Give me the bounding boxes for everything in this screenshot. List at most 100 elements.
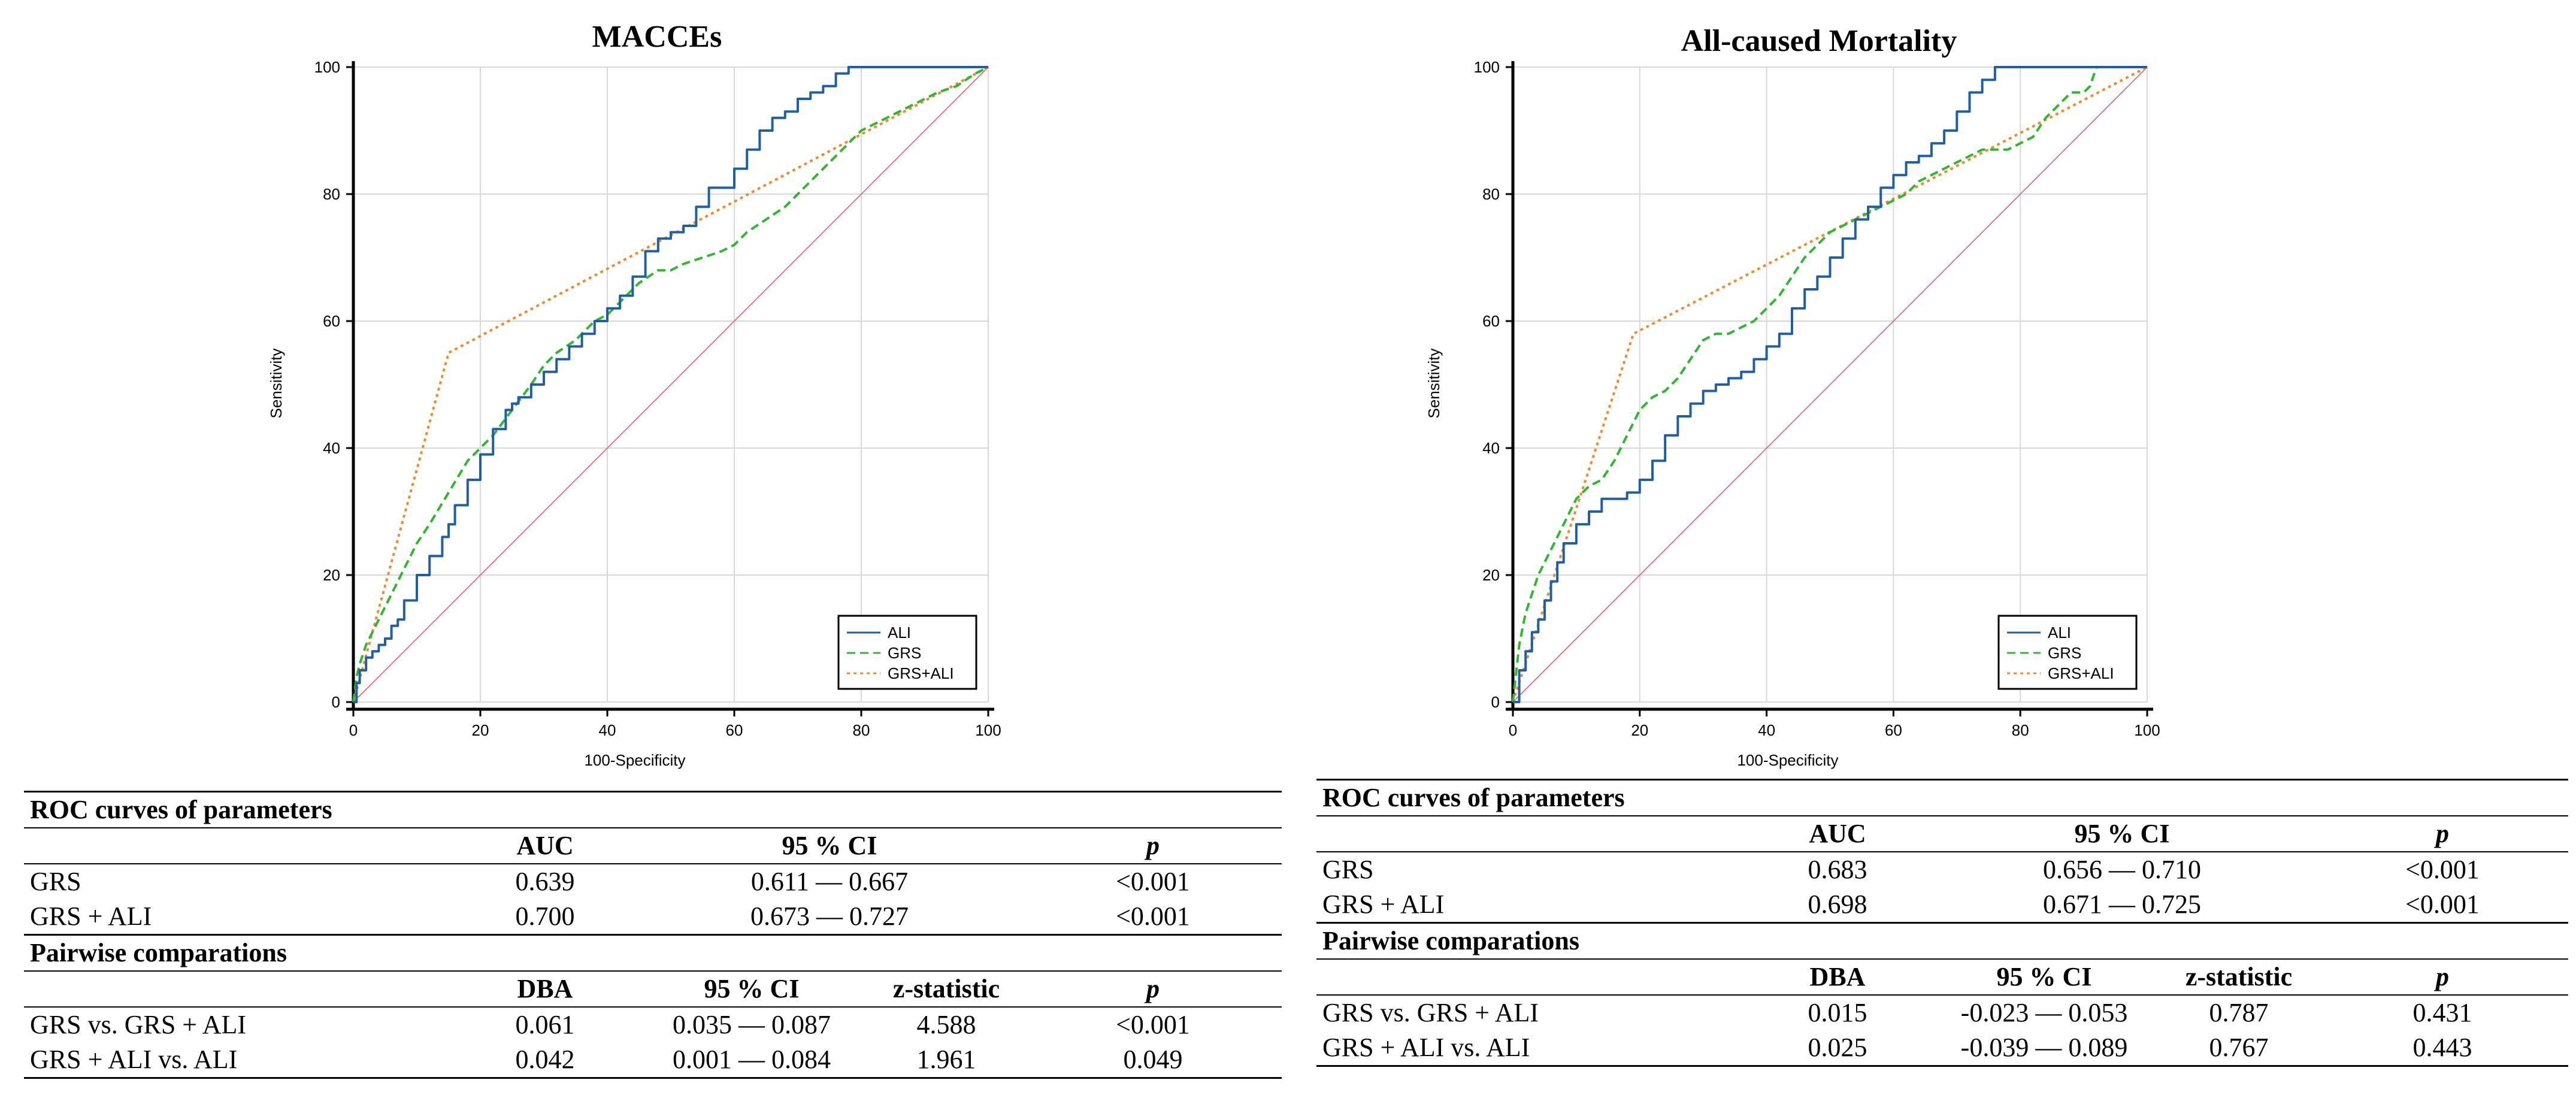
pair-row-z: 4.588 [868, 1006, 1024, 1042]
x-tick-label: 20 [1631, 721, 1648, 739]
plot-area: 00 20 20 40 40 60 60 80 80 100 100 [1474, 58, 2160, 739]
series-line-grs-plus-ali [1512, 66, 2148, 703]
y-tick-label: 40 [1482, 439, 1500, 457]
pair-row-ci: -0.039 — 0.089 [1927, 1030, 2161, 1067]
roc-header-p: p [1024, 827, 1282, 864]
pair-row-dba: 0.025 [1748, 1030, 1927, 1067]
table-row: GRS 0.639 0.611 — 0.667 <0.001 [24, 863, 1282, 899]
y-tick-label: 40 [323, 439, 340, 457]
y-tick-label: 80 [323, 185, 340, 203]
pair-header-dba: DBA [1748, 958, 1927, 995]
y-tick-label: 0 [332, 693, 340, 711]
series-line-grs [1512, 66, 2147, 703]
pair-row-name: GRS vs. GRS + ALI [24, 1006, 455, 1042]
table-row: GRS + ALI vs. ALI 0.025 -0.039 — 0.089 0… [1316, 1030, 2568, 1067]
y-tick-label: 60 [1482, 312, 1500, 330]
series-line-grs [352, 66, 989, 703]
pair-header-ci: 95 % CI [1927, 958, 2161, 995]
pair-header-z: z-statistic [868, 970, 1024, 1007]
pair-row-dba: 0.061 [455, 1006, 635, 1042]
y-tick-label: 100 [1474, 58, 1500, 76]
roc-row-auc: 0.698 [1808, 890, 1867, 919]
x-tick-label: 100 [975, 721, 1001, 739]
pair-row-ci: -0.023 — 0.053 [1927, 994, 2161, 1030]
chart-title: MACCEs [592, 20, 722, 54]
series-line-reference [353, 66, 989, 703]
section-title-pairwise: Pairwise comparations [24, 934, 1282, 971]
panel-maccEs: MACCEs 100-Specificity Sensitivity 0 0 20 2… [24, 20, 1282, 1079]
roc-header-p: p [2317, 815, 2568, 852]
roc-header-auc: AUC [455, 827, 635, 864]
table-row: GRS 0.683 0.656 — 0.710 <0.001 [1316, 851, 2568, 887]
roc-row-p: <0.001 [1116, 902, 1190, 931]
pair-row-name: GRS + ALI vs. ALI [24, 1042, 455, 1079]
legend-label: ALI [2048, 624, 2071, 642]
series-line-ali [353, 66, 988, 703]
x-tick-label: 100 [2134, 721, 2160, 739]
y-tick-label: 60 [323, 312, 340, 330]
table-row: GRS + ALI 0.700 0.673 — 0.727 <0.001 [24, 899, 1282, 935]
roc-row-ci: 0.611 — 0.667 [635, 863, 1024, 899]
x-tick-label: 0 [1509, 721, 1517, 739]
panel-mortality: All-caused Mortality 100-Specificity Sen… [1288, 0, 2576, 1098]
roc-header-row: AUC 95 % CI p [1316, 815, 2568, 852]
x-tick-label: 20 [472, 721, 489, 739]
y-tick-label: 0 [1491, 693, 1500, 711]
x-tick-label: 0 [349, 721, 358, 739]
pair-row-name: GRS + ALI vs. ALI [1316, 1030, 1748, 1067]
pair-header-row: DBA 95 % CI z-statistic p [1316, 958, 2568, 995]
pair-row-p: 0.443 [2317, 1030, 2568, 1067]
legend: ALI GRS GRS+ALI [1997, 615, 2138, 690]
pair-row-z: 0.767 [2161, 1030, 2317, 1067]
plot-area: 00 20 20 40 40 60 60 80 80 100 100 [314, 58, 1001, 739]
x-tick-label: 80 [853, 721, 870, 739]
stats-table-mortality: ROC curves of parameters AUC 95 % CI p G… [1316, 779, 2568, 1067]
table-row: GRS + ALI vs. ALI 0.042 0.001 — 0.084 1.… [24, 1042, 1282, 1079]
y-axis-label: Sensitivity [1425, 348, 1443, 418]
roc-row-p: <0.001 [2405, 890, 2480, 919]
y-tick-label: 80 [1482, 185, 1500, 203]
roc-row-name: GRS [24, 863, 455, 899]
y-tick-label: 20 [323, 566, 340, 584]
pair-row-p: <0.001 [1024, 1006, 1282, 1042]
legend: ALI GRS GRS+ALI [837, 615, 977, 690]
roc-row-name: GRS + ALI [1322, 890, 1445, 919]
roc-row-auc: 0.700 [515, 902, 575, 931]
roc-row-ci: 0.656 — 0.710 [1927, 851, 2317, 887]
x-tick-label: 60 [1885, 721, 1902, 739]
legend-label: GRS+ALI [2048, 664, 2114, 682]
pair-row-ci: 0.001 — 0.084 [635, 1042, 868, 1079]
roc-row-p: <0.001 [2317, 851, 2568, 887]
roc-row-name: GRS [1316, 851, 1748, 887]
series-line-grs-plus-ali [352, 66, 989, 703]
pair-title: Pairwise comparations [24, 934, 1282, 971]
roc-header-row: AUC 95 % CI p [24, 827, 1282, 864]
roc-row-p: <0.001 [1024, 863, 1282, 899]
pair-header-ci: 95 % CI [635, 970, 868, 1007]
roc-row-ci: 0.671 — 0.725 [2043, 890, 2201, 919]
legend-label: GRS [2048, 644, 2081, 662]
pair-header-p: p [2317, 958, 2568, 995]
roc-chart-mortality: All-caused Mortality 100-Specificity Sen… [1425, 24, 2160, 769]
section-title-roc: ROC curves of parameters [1316, 779, 2568, 816]
roc-header-ci: 95 % CI [1927, 815, 2317, 852]
x-tick-label: 40 [599, 721, 616, 739]
legend-label: ALI [888, 624, 911, 642]
pair-header-dba: DBA [455, 970, 635, 1007]
pair-row-dba: 0.015 [1748, 994, 1927, 1030]
table-row: GRS vs. GRS + ALI 0.061 0.035 — 0.087 4.… [24, 1006, 1282, 1042]
table-row: GRS vs. GRS + ALI 0.015 -0.023 — 0.053 0… [1316, 994, 2568, 1030]
legend-label: GRS+ALI [888, 664, 954, 682]
x-axis-label: 100-Specificity [584, 751, 685, 769]
x-tick-label: 80 [2012, 721, 2029, 739]
section-title-roc: ROC curves of parameters [24, 791, 1282, 828]
pair-title: Pairwise comparations [1316, 922, 2568, 959]
table-row: GRS + ALI 0.698 0.671 — 0.725 <0.001 [1316, 887, 2568, 923]
roc-row-auc: 0.639 [455, 863, 635, 899]
x-tick-label: 40 [1758, 721, 1775, 739]
y-axis-label: Sensitivity [267, 348, 285, 418]
section-title-pairwise: Pairwise comparations [1316, 922, 2568, 959]
legend-label: GRS [888, 644, 921, 662]
pair-header-z: z-statistic [2161, 958, 2317, 995]
pair-row-name: GRS vs. GRS + ALI [1316, 994, 1748, 1030]
